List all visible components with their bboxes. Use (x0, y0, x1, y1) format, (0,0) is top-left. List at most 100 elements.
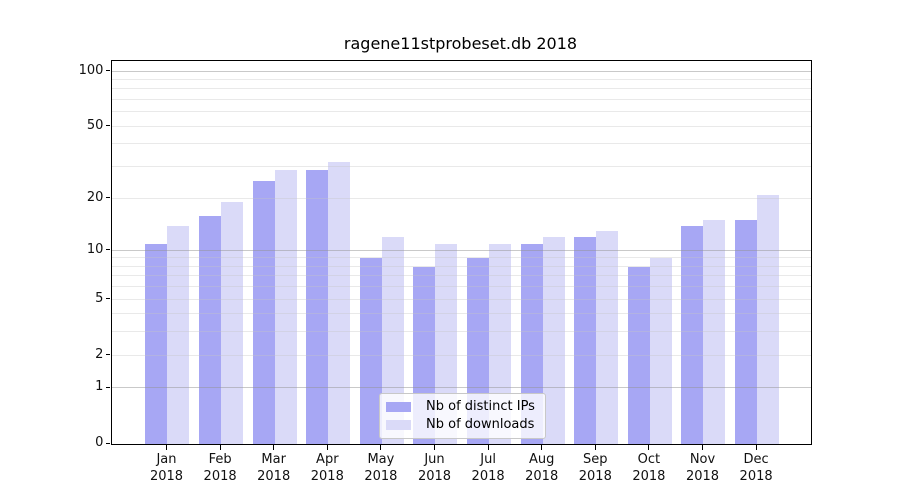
y-tick-label: 50 (86, 117, 104, 133)
x-tick-label: Aug 2018 (510, 451, 574, 486)
legend-label-distinct-ips: Nb of distinct IPs (426, 399, 535, 414)
x-tick-label: Apr 2018 (295, 451, 359, 486)
gridline-minor (112, 143, 812, 145)
x-tick (219, 444, 221, 450)
legend-item-distinct-ips: Nb of distinct IPs (386, 398, 537, 416)
x-tick-label-month: Sep (583, 451, 608, 467)
x-tick-label-month: Jan (156, 451, 177, 467)
bar-nov-downloads (703, 220, 726, 445)
gridline-minor (112, 125, 812, 127)
bar-mar-downloads (274, 169, 297, 445)
x-tick-label-year: 2018 (417, 469, 452, 485)
x-tick (487, 444, 489, 450)
gridline-minor (112, 99, 812, 101)
y-tick (105, 442, 111, 444)
x-tick (755, 444, 757, 450)
y-tick (105, 125, 111, 127)
gridline-minor (112, 265, 812, 267)
x-tick-label-month: Nov (689, 451, 716, 467)
x-tick-label-year: 2018 (310, 469, 344, 485)
x-tick-label: Nov 2018 (671, 451, 735, 486)
x-tick-label: Feb 2018 (188, 451, 252, 486)
gridline-major (112, 387, 812, 389)
gridline-major (112, 70, 812, 72)
y-tick (105, 298, 111, 300)
x-tick-label: Jun 2018 (403, 451, 467, 486)
gridline-minor (112, 331, 812, 333)
gridline-minor (112, 313, 812, 315)
x-tick-label-year: 2018 (739, 469, 773, 485)
x-tick-label-year: 2018 (685, 469, 720, 485)
y-tick (105, 196, 111, 199)
legend-swatch-distinct-ips (386, 402, 411, 412)
bar-apr-ips (306, 169, 329, 445)
x-tick-label: Jan 2018 (135, 451, 199, 486)
gridline-minor (112, 286, 812, 288)
x-tick-label-month: May (367, 451, 395, 467)
gridline-minor (112, 88, 812, 90)
x-tick-label-month: Oct (637, 451, 661, 467)
y-tick-label: 1 (95, 379, 104, 395)
x-tick-label-year: 2018 (203, 469, 237, 485)
x-tick (433, 444, 436, 450)
x-tick-label-month: Aug (528, 451, 555, 467)
x-tick (648, 444, 650, 450)
gridline-minor (112, 275, 812, 277)
y-tick-label: 100 (78, 62, 104, 78)
x-tick (541, 444, 543, 450)
y-tick-label: 2 (95, 346, 104, 362)
x-tick-label: Sep 2018 (563, 451, 627, 486)
x-tick (594, 444, 596, 450)
plot-area (111, 60, 813, 446)
y-tick (105, 386, 111, 388)
bar-jan-downloads (167, 225, 190, 445)
gridline-minor (112, 111, 812, 113)
y-tick (105, 249, 111, 251)
x-tick (701, 444, 704, 450)
x-tick-label: Jul 2018 (456, 451, 520, 486)
legend-swatch-downloads (386, 420, 411, 430)
legend-label-downloads: Nb of downloads (426, 417, 535, 432)
x-tick-label-year: 2018 (471, 469, 505, 485)
x-tick-label-month: Feb (208, 451, 232, 467)
x-tick (165, 444, 168, 450)
x-tick-label-month: Jun (424, 451, 445, 467)
y-tick-label: 10 (86, 241, 104, 257)
gridline-major (112, 249, 812, 251)
gridline-minor (112, 197, 812, 199)
legend: Nb of distinct IPs Nb of downloads (379, 393, 546, 439)
bar-may-ips (359, 258, 382, 445)
bar-may-downloads (381, 237, 404, 445)
x-tick-label-year: 2018 (257, 469, 291, 485)
x-tick (326, 444, 328, 450)
bar-mar-ips (252, 181, 275, 445)
x-tick-label: May 2018 (349, 451, 413, 486)
chart-title: ragene11stprobeset.db 2018 (343, 34, 578, 53)
bar-dec-ips (735, 220, 758, 445)
y-tick-label: 20 (86, 189, 104, 205)
bar-feb-downloads (221, 202, 244, 445)
bar-feb-ips (199, 215, 222, 445)
x-tick-label: Oct 2018 (617, 451, 681, 486)
gridline-minor (112, 166, 812, 167)
x-tick-label-year: 2018 (632, 469, 666, 485)
x-tick-label-year: 2018 (525, 469, 559, 485)
y-tick-label: 5 (95, 290, 104, 306)
x-tick-label-month: Dec (743, 451, 769, 467)
y-tick-label: 0 (95, 435, 104, 451)
x-tick (380, 444, 382, 450)
x-tick-label-year: 2018 (149, 469, 184, 485)
y-tick (105, 354, 111, 356)
x-tick-label-month: Jul (480, 451, 496, 467)
bar-oct-ips (627, 266, 650, 445)
bar-jan-ips (145, 243, 168, 445)
legend-item-downloads: Nb of downloads (386, 416, 537, 434)
gridline-minor (112, 257, 812, 259)
x-tick-label-month: Apr (316, 451, 339, 467)
x-tick-label: Mar 2018 (242, 451, 306, 486)
gridline-minor (112, 298, 812, 300)
x-tick-label-month: Mar (261, 451, 286, 467)
bar-apr-downloads (328, 162, 351, 445)
gridline-minor (112, 79, 812, 80)
